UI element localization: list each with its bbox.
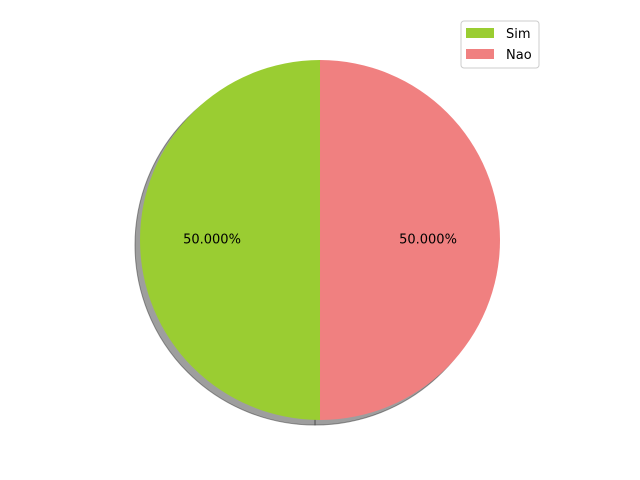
pie-slice-nao — [320, 60, 500, 420]
legend-swatch-nao — [466, 49, 494, 59]
pie-labels: 50.000% 50.000% — [183, 233, 457, 248]
legend: Sim Nao — [460, 20, 540, 69]
slice-label-sim: 50.000% — [183, 233, 241, 248]
legend-swatch-sim — [466, 28, 494, 38]
legend-label-nao: Nao — [506, 48, 532, 63]
pie-slices — [140, 60, 500, 420]
slice-label-nao: 50.000% — [399, 233, 457, 248]
legend-label-sim: Sim — [506, 27, 531, 42]
pie-slice-sim — [140, 60, 320, 420]
